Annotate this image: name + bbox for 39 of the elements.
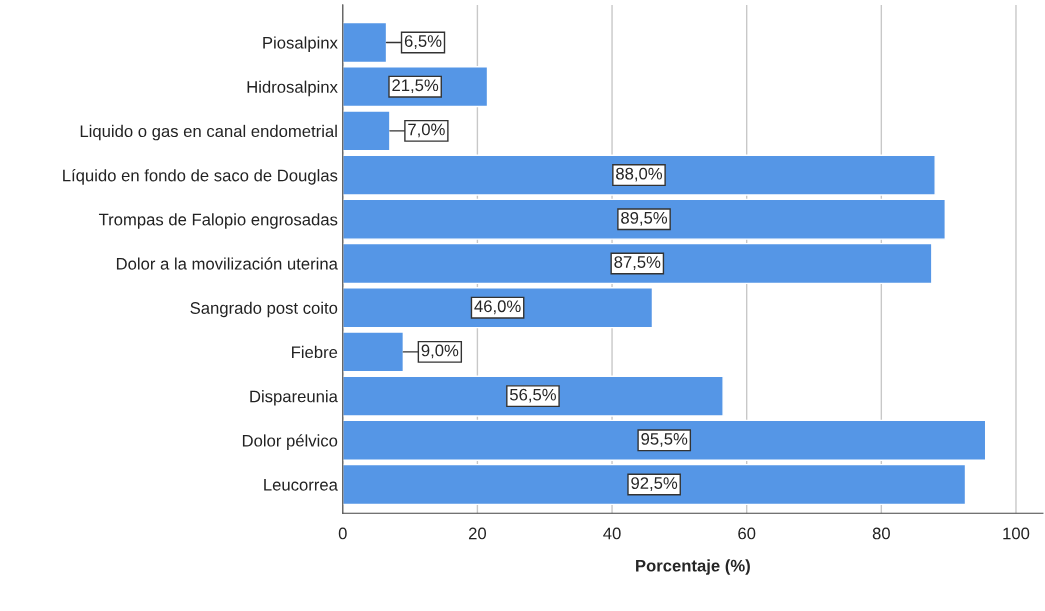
data-label: 95,5% [641, 432, 688, 447]
data-label: 89,5% [621, 211, 668, 226]
y-tick-label: Sangrado post coito [190, 301, 338, 318]
y-tick-label: Leucorrea [264, 479, 338, 491]
x-tick-label: 60 [738, 527, 756, 540]
x-tick-label: 0 [338, 527, 347, 540]
data-label: 21,5% [392, 79, 439, 94]
x-tick-label: 20 [468, 527, 487, 540]
data-label: 9,0% [421, 344, 459, 359]
bar [342, 110, 391, 152]
bar [342, 198, 946, 240]
y-tick-label: Piosalpinx [263, 36, 338, 52]
bar [342, 154, 936, 196]
y-tick-label: Fiebre [292, 345, 338, 359]
x-tick-label: 40 [603, 527, 621, 540]
bar [342, 331, 405, 373]
data-label: 7,0% [408, 123, 445, 138]
y-tick-label: Dolor a la movilización uterina [116, 257, 338, 270]
bar [342, 419, 987, 461]
data-label: 56,5% [509, 388, 556, 403]
data-label: 88,0% [616, 167, 663, 182]
x-tick-label: 80 [872, 527, 890, 540]
bar [342, 287, 654, 329]
data-label: 46,0% [474, 300, 521, 315]
data-label: 6,5% [404, 35, 442, 49]
y-tick-label: Dispareunia [250, 390, 338, 406]
bar [342, 21, 388, 64]
bar [342, 242, 933, 285]
y-tick-label: Dolor pélvico [242, 434, 338, 450]
bar [342, 375, 724, 417]
y-tick-label: Líquido en fondo de saco de Douglas [63, 168, 338, 185]
y-tick-label: Liquido o gas en canal endometrial [80, 124, 337, 141]
bar [342, 463, 967, 506]
x-axis-title: Porcentaje (%) [636, 559, 750, 575]
x-tick-label: 100 [1003, 527, 1030, 540]
data-label: 92,5% [631, 477, 678, 491]
data-label: 87,5% [614, 256, 661, 270]
y-tick-label: Trompas de Falopio engrosadas [98, 213, 338, 229]
y-tick-label: Hidrosalpinx [247, 80, 338, 97]
